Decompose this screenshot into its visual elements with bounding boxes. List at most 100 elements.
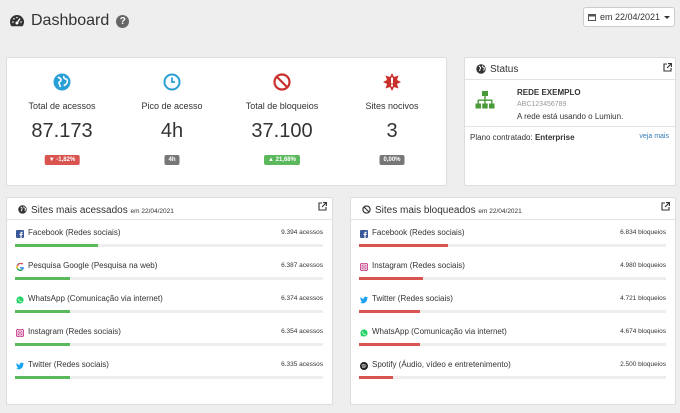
whatsapp-icon bbox=[360, 329, 368, 337]
progress-fill bbox=[359, 244, 449, 247]
globe-icon bbox=[18, 205, 27, 214]
site-count: 6.354 acessos bbox=[281, 328, 323, 335]
site-name[interactable]: Instagram (Redes sociais) bbox=[28, 327, 121, 336]
twitter-icon bbox=[16, 362, 24, 370]
status-title: Status bbox=[490, 64, 519, 75]
progress-fill bbox=[359, 376, 393, 379]
blocked-sites-header: Sites mais bloqueados em 22/04/2021 bbox=[351, 198, 675, 220]
globe-icon bbox=[476, 64, 486, 74]
list-item[interactable]: WhatsApp (Comunicação via internet) 4.674… bbox=[359, 325, 666, 358]
see-more-link[interactable]: veja mais bbox=[639, 133, 669, 140]
list-item[interactable]: Facebook (Redes sociais) 9.394 acessos bbox=[15, 226, 323, 259]
stat-value: 4h bbox=[160, 120, 184, 142]
stat-value: 3 bbox=[386, 120, 398, 142]
external-link-icon[interactable] bbox=[661, 202, 670, 211]
site-count: 6.834 bloqueios bbox=[620, 229, 666, 236]
stat-label: Pico de acesso bbox=[141, 101, 203, 111]
google-icon bbox=[16, 263, 24, 271]
list-item[interactable]: Twitter (Redes sociais) 6.335 acessos bbox=[15, 358, 323, 391]
progress-bar bbox=[15, 343, 323, 346]
site-name[interactable]: WhatsApp (Comunicação via internet) bbox=[372, 327, 507, 336]
site-count: 6.374 acessos bbox=[281, 295, 323, 302]
ban-icon bbox=[273, 73, 291, 91]
stat-value: 87.173 bbox=[31, 120, 93, 142]
status-header: Status bbox=[465, 58, 675, 80]
stat-total-blocks[interactable]: Total de bloqueios 37.100 ▲ 21,68% bbox=[227, 58, 337, 187]
status-panel: Status REDE EXEMPLO ABC123456789 A rede … bbox=[464, 57, 676, 186]
dashboard-gauge-icon bbox=[10, 15, 24, 27]
instagram-icon bbox=[360, 263, 368, 271]
progress-bar bbox=[359, 277, 666, 280]
warning-burst-icon bbox=[383, 73, 401, 91]
stat-label: Sites nocivos bbox=[365, 101, 419, 111]
panel-title-text: Sites mais acessados bbox=[31, 205, 128, 216]
blocked-sites-title: Sites mais bloqueados em 22/04/2021 bbox=[375, 205, 522, 216]
spotify-icon bbox=[360, 362, 368, 370]
list-item[interactable]: WhatsApp (Comunicação via internet) 6.374… bbox=[15, 292, 323, 325]
stat-badge: ▼ -1,82% bbox=[44, 155, 80, 165]
progress-fill bbox=[15, 376, 71, 379]
site-name[interactable]: WhatsApp (Comunicação via internet) bbox=[28, 294, 163, 303]
progress-fill bbox=[15, 277, 71, 280]
network-id: ABC123456789 bbox=[517, 101, 567, 108]
site-name[interactable]: Instagram (Redes sociais) bbox=[372, 261, 465, 270]
divider bbox=[465, 126, 675, 127]
site-count: 4.721 bloqueios bbox=[620, 295, 666, 302]
help-icon[interactable]: ? bbox=[116, 14, 130, 28]
list-item[interactable]: Instagram (Redes sociais) 6.354 acessos bbox=[15, 325, 323, 358]
instagram-icon bbox=[16, 329, 24, 337]
progress-fill bbox=[359, 277, 424, 280]
progress-bar bbox=[15, 376, 323, 379]
plan-value: Enterprise bbox=[534, 133, 575, 142]
site-name[interactable]: Twitter (Redes sociais) bbox=[372, 294, 453, 303]
site-count: 9.394 acessos bbox=[281, 229, 323, 236]
list-item[interactable]: Facebook (Redes sociais) 6.834 bloqueios bbox=[359, 226, 666, 259]
progress-bar bbox=[15, 310, 323, 313]
stat-value: 37.100 bbox=[251, 120, 313, 142]
stat-total-accesses[interactable]: Total de acessos 87.173 ▼ -1,82% bbox=[7, 58, 117, 187]
list-item[interactable]: Instagram (Redes sociais) 4.980 bloqueios bbox=[359, 259, 666, 292]
page-title: Dashboard bbox=[31, 12, 110, 29]
site-name[interactable]: Facebook (Redes sociais) bbox=[372, 228, 465, 237]
progress-bar bbox=[15, 277, 323, 280]
date-picker-button[interactable]: em 22/04/2021 bbox=[583, 7, 675, 27]
site-count: 4.980 bloqueios bbox=[620, 262, 666, 269]
blocked-sites-panel: Sites mais bloqueados em 22/04/2021 Face… bbox=[350, 197, 676, 405]
whatsapp-icon bbox=[16, 296, 24, 304]
clock-icon bbox=[163, 73, 181, 91]
plan-info: Plano contratado: Enterprise bbox=[470, 133, 575, 142]
network-name: REDE EXEMPLO bbox=[517, 88, 581, 97]
list-item[interactable]: Spotify (Áudio, vídeo e entretenimento) 2… bbox=[359, 358, 666, 391]
chevron-down-icon bbox=[664, 15, 671, 19]
progress-bar bbox=[359, 376, 666, 379]
progress-fill bbox=[15, 244, 99, 247]
plan-label: Plano contratado: bbox=[470, 133, 533, 142]
stat-badge: 4h bbox=[164, 155, 180, 165]
progress-bar bbox=[359, 244, 666, 247]
site-count: 6.335 acessos bbox=[281, 361, 323, 368]
list-item[interactable]: Twitter (Redes sociais) 4.721 bloqueios bbox=[359, 292, 666, 325]
progress-fill bbox=[15, 343, 71, 346]
stats-panel: Total de acessos 87.173 ▼ -1,82% Pico de… bbox=[6, 57, 447, 186]
panel-title-text: Sites mais bloqueados bbox=[375, 205, 476, 216]
site-name[interactable]: Spotify (Áudio, vídeo e entretenimento) bbox=[372, 360, 511, 369]
site-name[interactable]: Twitter (Redes sociais) bbox=[28, 360, 109, 369]
top-sites-panel: Sites mais acessados em 22/04/2021 Faceb… bbox=[6, 197, 333, 405]
stat-badge: 0,00% bbox=[379, 155, 405, 165]
stat-harmful-sites[interactable]: Sites nocivos 3 0,00% bbox=[337, 58, 447, 187]
stat-peak-access[interactable]: Pico de acesso 4h 4h bbox=[117, 58, 227, 187]
twitter-icon bbox=[360, 296, 368, 304]
progress-bar bbox=[359, 310, 666, 313]
progress-fill bbox=[15, 310, 71, 313]
ban-icon bbox=[362, 205, 371, 214]
external-link-icon[interactable] bbox=[318, 202, 327, 211]
network-description: A rede está usando o Lumiun. bbox=[517, 112, 624, 121]
external-link-icon[interactable] bbox=[663, 63, 672, 72]
stat-label: Total de acessos bbox=[28, 101, 96, 111]
site-count: 6.387 acessos bbox=[281, 262, 323, 269]
site-name[interactable]: Facebook (Redes sociais) bbox=[28, 228, 121, 237]
site-name[interactable]: Pesquisa Google (Pesquisa na web) bbox=[28, 261, 158, 270]
calendar-icon bbox=[587, 14, 596, 21]
list-item[interactable]: Pesquisa Google (Pesquisa na web) 6.387 a… bbox=[15, 259, 323, 292]
panel-title-date: em 22/04/2021 bbox=[130, 208, 174, 215]
